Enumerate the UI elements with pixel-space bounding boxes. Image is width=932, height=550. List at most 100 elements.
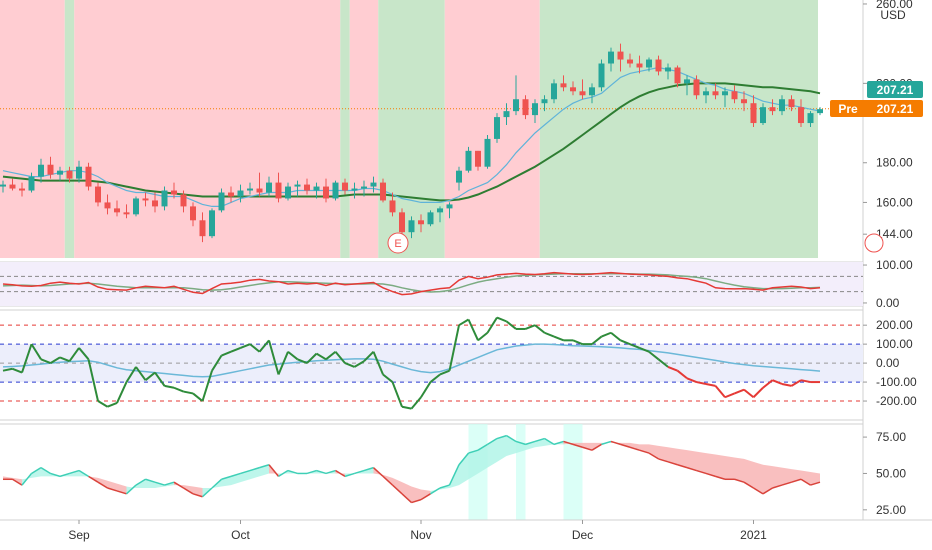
cci_panel-tick-label: -100.00 [876,375,917,389]
mfi-segment [306,469,317,475]
mfi-segment [230,472,241,478]
mfi-segment [164,481,175,486]
candle-body [456,170,462,183]
candle-body [66,170,73,179]
mfi_panel-tick-label: 75.00 [876,430,906,444]
candle-body [817,109,823,114]
cci-segment [458,318,470,327]
mfi-segment [620,443,631,448]
cci_panel-tick-label: 0.00 [876,356,900,370]
cci-segment [258,339,270,353]
cci-segment [601,331,612,338]
candle-body [627,59,633,64]
cci-band [0,344,863,383]
candle-body [779,99,785,112]
mfi-segment [354,469,365,475]
cci-segment [553,335,564,342]
cci-segment [743,388,755,399]
cci-panel [0,316,863,410]
regime-band-bullish [64,0,75,258]
regime-band-bearish [349,0,379,258]
price-tags: USD 207.21 Pre 207.21 E [387,8,923,254]
cci-segment [610,331,622,342]
candle-body [199,220,206,237]
mfi-fill [649,444,659,459]
candle-body [266,182,272,193]
time-tick-label: Dec [572,528,593,542]
cci-segment [752,387,764,398]
cci-segment [410,396,422,410]
mfi-segment [686,466,697,472]
mfi-segment [192,493,203,498]
cci-segment [724,392,735,399]
regime-band-bullish [340,0,350,258]
mfi-segment [544,437,555,446]
mfi-fill [744,458,754,488]
candle-body [142,198,149,201]
mfi-segment [78,469,89,478]
cci-segment [525,324,536,330]
candle-body [608,51,614,64]
cci-segment [221,350,232,357]
mfi-segment [201,487,213,498]
mfi-segment [173,481,184,489]
candle-body [304,184,310,191]
mfi-segment [50,472,61,478]
price_panel-tick-label: 180.00 [876,156,913,170]
mfi-segment [154,481,165,486]
rsi-panel [0,271,863,296]
mfi-segment [316,469,327,475]
candle-body [541,99,548,104]
mfi-segment [391,484,403,495]
cci-segment [534,324,546,334]
candle-body [123,212,130,215]
mfi-segment [743,481,754,489]
settings-circle[interactable] [864,233,884,253]
mfi-segment [477,443,488,451]
mfi-fill [468,450,478,480]
candle-body [342,182,348,191]
mfi-segment [696,469,707,475]
cci-segment [429,373,441,383]
mfi-highlight [516,424,526,520]
candle-body [57,170,63,175]
mfi-fill [715,454,725,480]
mfi-segment [125,484,137,495]
candle-body [104,202,111,209]
mfi-segment [639,449,650,454]
rsi_panel-tick-label: 100.00 [876,258,913,272]
mfi-segment [88,475,99,483]
currency-label: USD [880,8,906,22]
mfi-segment [430,487,441,495]
earnings-marker[interactable] [387,232,409,254]
candle-body [389,200,396,213]
cci_panel-tick-label: 200.00 [876,318,913,332]
mfi-fill [753,461,763,494]
candle-body [465,150,472,171]
cci-segment [183,390,194,395]
mfi-fill [734,457,744,483]
mfi-segment [448,464,460,486]
panel-guides [0,0,864,521]
cci-segment [639,347,650,353]
mfi-segment [648,452,659,460]
candle-body [247,188,253,191]
candle-body [598,63,605,88]
mfi-segment [781,481,792,486]
candle-body [275,182,282,199]
candle-body [560,83,567,88]
cci_panel-tick-label: 100.00 [876,337,913,351]
cci-segment [201,370,213,402]
mfi-fill [810,472,820,486]
cci-segment [401,405,412,410]
candle-body [180,194,187,207]
mfi-segment [591,443,602,451]
candle-body [114,208,120,213]
mfi-fill [535,438,545,448]
candle-body [807,113,814,124]
mfi-segment [458,452,470,466]
candle-body [171,190,177,195]
cci-segment [306,352,318,364]
candle-body [712,91,719,96]
